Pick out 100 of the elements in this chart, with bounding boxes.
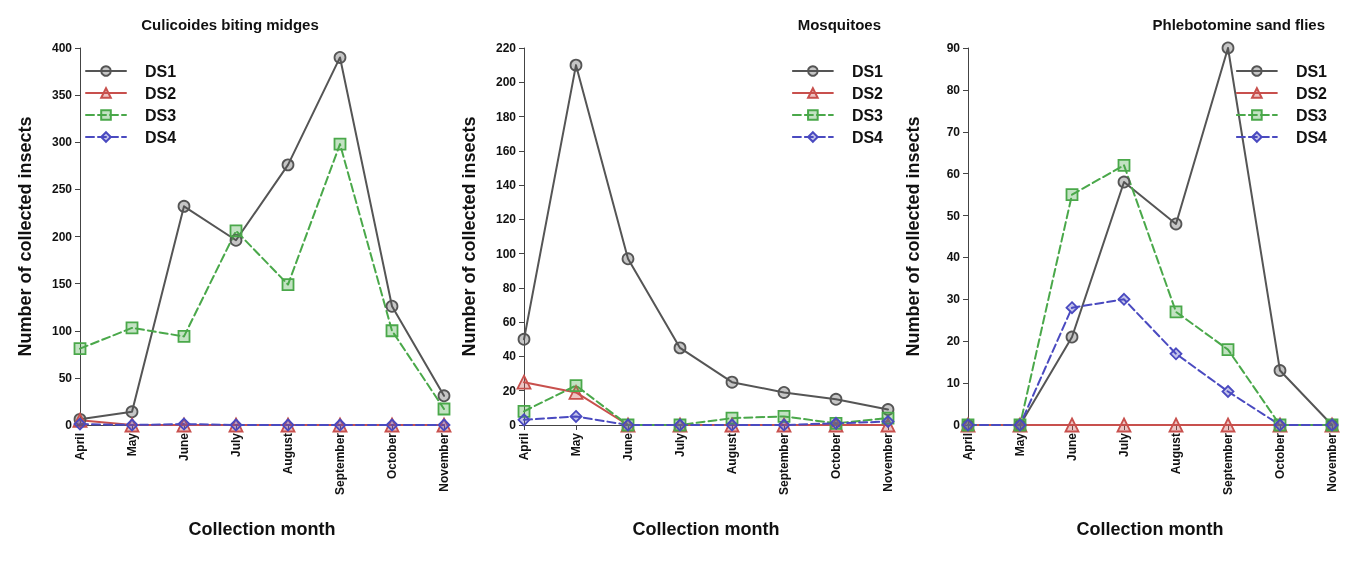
point [673,341,687,355]
y-tick-label: 160 [495,143,517,158]
chart-title: Culicoides biting midges [141,16,319,33]
x-tick-label: November [437,432,451,492]
point [281,158,295,172]
y-tick-label: 40 [502,349,517,364]
x-tick-label: April [961,433,975,461]
point [177,330,191,343]
y-tick-label: 70 [946,124,961,139]
y-tick-label: 80 [502,280,517,295]
legend-label: DS3 [1295,106,1328,124]
y-tick-label: 80 [946,82,961,97]
y-axis-title: Number of collected insects [459,116,479,357]
legend-label: DS4 [851,128,884,146]
x-tick-label: June [1065,432,1079,462]
y-tick-label: 10 [946,376,961,391]
point [829,392,843,406]
y-tick-label: 100 [51,323,73,338]
point [1065,330,1079,344]
y-axis-title: Number of collected insects [903,116,923,357]
point [1065,188,1079,202]
point [385,324,399,338]
y-tick-label: 60 [502,315,517,330]
point [1169,305,1183,319]
x-tick-label: May [569,432,583,457]
y-tick-label: 400 [51,41,73,55]
point [1117,158,1131,172]
point [333,137,347,151]
point [1221,41,1235,55]
y-tick-label: 40 [946,250,961,265]
y-tick-label: 90 [946,41,961,55]
y-tick-label: 0 [953,418,961,432]
point [517,332,531,346]
point [1220,417,1236,433]
y-tick-label: 150 [51,276,73,291]
legend-label: DS3 [145,106,177,124]
y-tick-label: 0 [509,418,517,432]
y-tick-label: 180 [495,109,517,124]
point [1117,292,1131,306]
point [517,413,531,427]
point [73,342,87,356]
x-tick-label: April [517,433,531,461]
legend-label: DS1 [851,62,884,80]
point [437,389,451,403]
x-tick-label: May [1013,432,1027,457]
x-tick-label: July [1117,432,1131,458]
legend-label: DS4 [145,128,177,146]
y-tick-label: 30 [946,292,961,307]
y-tick-label: 200 [495,75,517,90]
point [1116,417,1132,433]
point [1168,417,1184,433]
point [569,379,583,392]
legend-label: DS3 [851,106,884,124]
point [333,51,347,64]
x-tick-label: October [1273,432,1287,480]
x-tick-label: June [177,432,191,462]
y-tick-label: 140 [495,178,517,193]
point [1064,417,1080,433]
y-tick-label: 120 [495,212,517,227]
legend-label: DS4 [1295,128,1328,146]
point [881,415,895,428]
x-tick-label: November [881,432,895,492]
legend-label: DS1 [145,62,177,80]
x-axis-title: Collection month [632,519,780,539]
y-tick-label: 20 [946,334,961,349]
point [777,386,791,399]
point [229,224,243,238]
y-tick-label: 20 [502,383,517,398]
y-tick-label: 100 [495,246,517,261]
point [281,278,295,291]
y-tick-label: 0 [65,418,73,432]
point [1221,343,1235,356]
point [125,405,139,419]
x-tick-label: August [1169,433,1183,475]
x-tick-label: June [621,432,635,462]
point [1169,217,1183,231]
point [569,58,583,72]
point [177,199,191,213]
x-tick-label: July [229,432,243,458]
y-axis-title: Number of collected insects [15,116,35,357]
point [1065,301,1079,315]
point [725,375,739,389]
point [73,417,87,431]
x-tick-label: August [281,433,295,475]
point [385,299,399,313]
x-tick-label: October [829,432,843,480]
y-tick-label: 60 [946,166,961,181]
x-axis-title: Collection month [1076,519,1224,539]
y-tick-label: 300 [51,135,73,150]
legend-label: DS2 [1295,84,1328,102]
point [516,374,532,390]
y-tick-label: 50 [58,370,73,385]
x-tick-label: August [725,433,739,475]
point [621,252,635,266]
y-tick-label: 220 [495,41,517,55]
x-tick-label: October [385,432,399,480]
x-tick-label: November [1325,432,1339,492]
y-tick-label: 50 [946,208,961,223]
x-tick-label: September [333,432,347,496]
x-tick-label: September [1221,432,1235,496]
